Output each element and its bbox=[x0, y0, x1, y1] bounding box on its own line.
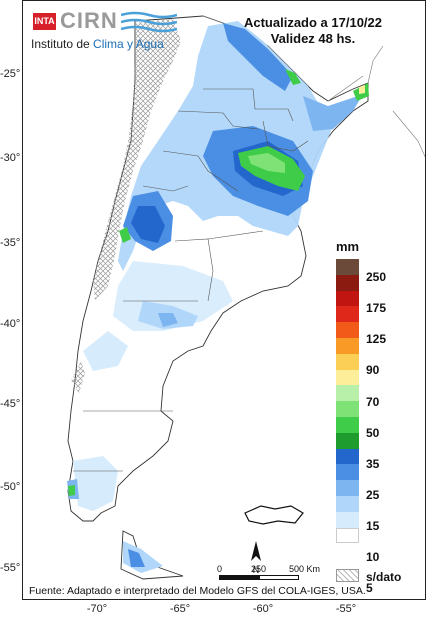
legend-label: 15 bbox=[366, 519, 380, 533]
rain-area bbox=[73, 456, 118, 511]
legend-swatch bbox=[336, 527, 359, 544]
lat-tick: -30° bbox=[0, 152, 21, 164]
legend-swatch bbox=[336, 353, 359, 370]
lat-tick: -50° bbox=[0, 481, 21, 493]
legend-swatch bbox=[336, 259, 359, 275]
north-arrow-icon bbox=[251, 541, 261, 561]
source-caption: Fuente: Adaptado e interpretado del Mode… bbox=[29, 585, 366, 597]
rain-area bbox=[223, 23, 293, 91]
legend-label: 90 bbox=[366, 363, 380, 378]
country-borders bbox=[202, 15, 425, 158]
north-label: N bbox=[252, 565, 260, 575]
logo-subtitle-prefix: Instituto de bbox=[31, 37, 94, 51]
lon-tick: -60° bbox=[252, 603, 274, 615]
legend-label: 70 bbox=[366, 394, 380, 409]
rain-area bbox=[285, 69, 301, 85]
malvinas-islands bbox=[244, 505, 304, 525]
province-boundaries bbox=[73, 88, 309, 472]
scale-bar bbox=[219, 575, 299, 580]
legend-swatch bbox=[336, 322, 359, 338]
lon-tick: -65° bbox=[169, 603, 191, 615]
legend-label: 25 bbox=[366, 487, 380, 502]
legend-label: 175 bbox=[366, 301, 387, 316]
rain-area bbox=[131, 206, 165, 243]
no-data-swatch bbox=[336, 569, 359, 582]
legend-swatch bbox=[336, 511, 359, 528]
rain-area bbox=[248, 153, 285, 173]
legend-swatch bbox=[336, 464, 359, 481]
no-data-area bbox=[71, 361, 85, 393]
rain-area bbox=[303, 86, 368, 131]
rain-area bbox=[83, 331, 128, 371]
legend-swatch bbox=[336, 290, 359, 307]
no-data-area bbox=[93, 19, 181, 301]
legend-label: 35 bbox=[366, 456, 380, 471]
legend-swatch bbox=[336, 338, 359, 354]
legend-label: 125 bbox=[366, 332, 387, 347]
lat-tick: -25° bbox=[0, 68, 21, 80]
rain-area bbox=[128, 549, 145, 567]
lat-tick: -55° bbox=[0, 562, 21, 574]
scale-label: 250 bbox=[251, 564, 267, 574]
legend-swatch bbox=[336, 480, 359, 496]
lat-tick: -45° bbox=[0, 398, 21, 410]
legend-swatch bbox=[336, 496, 359, 512]
legend-swatch bbox=[336, 385, 359, 402]
precipitation-map bbox=[23, 1, 425, 599]
lon-tick: -55° bbox=[335, 603, 357, 615]
map-frame: INTA CIRN Instituto de Clima y Agua Actu… bbox=[22, 0, 426, 600]
rain-area bbox=[68, 485, 75, 496]
legend-swatch bbox=[336, 306, 359, 323]
legend-label: 50 bbox=[366, 425, 380, 440]
legend-unit: mm bbox=[336, 239, 360, 254]
legend-swatch bbox=[336, 417, 359, 433]
forecast-header: Actualizado a 17/10/22 Validez 48 hs. bbox=[213, 15, 413, 47]
legend-swatch bbox=[336, 369, 359, 386]
legend-label: 250 bbox=[366, 270, 387, 284]
lon-tick: -70° bbox=[86, 603, 108, 615]
lat-tick: -35° bbox=[0, 237, 21, 249]
scale-label: 500 Km bbox=[289, 564, 321, 574]
legend-swatch bbox=[336, 274, 359, 291]
updated-date: Actualizado a 17/10/22 bbox=[243, 15, 382, 30]
north-arrow: N bbox=[249, 541, 263, 575]
logo-subtitle: Instituto de Clima y Agua bbox=[31, 37, 164, 51]
no-data-label: s/dato bbox=[366, 570, 402, 584]
legend-swatch bbox=[336, 401, 359, 417]
rain-area bbox=[119, 227, 131, 243]
rain-area bbox=[359, 85, 365, 94]
rain-area bbox=[158, 313, 178, 327]
legend-label: 10 bbox=[366, 550, 380, 565]
scale-label: 0 bbox=[217, 564, 223, 574]
legend-label: 5 bbox=[366, 581, 373, 596]
validity-text: Validez 48 hs. bbox=[270, 31, 356, 46]
legend-swatch bbox=[336, 448, 359, 465]
cirn-logo: CIRN bbox=[60, 8, 118, 33]
inta-logo: INTA bbox=[33, 13, 56, 30]
logo-subtitle-highlight: Clima y Agua bbox=[93, 37, 164, 51]
waves-logo-icon bbox=[121, 11, 177, 33]
legend-swatch bbox=[336, 432, 359, 449]
lat-tick: -40° bbox=[0, 318, 21, 330]
